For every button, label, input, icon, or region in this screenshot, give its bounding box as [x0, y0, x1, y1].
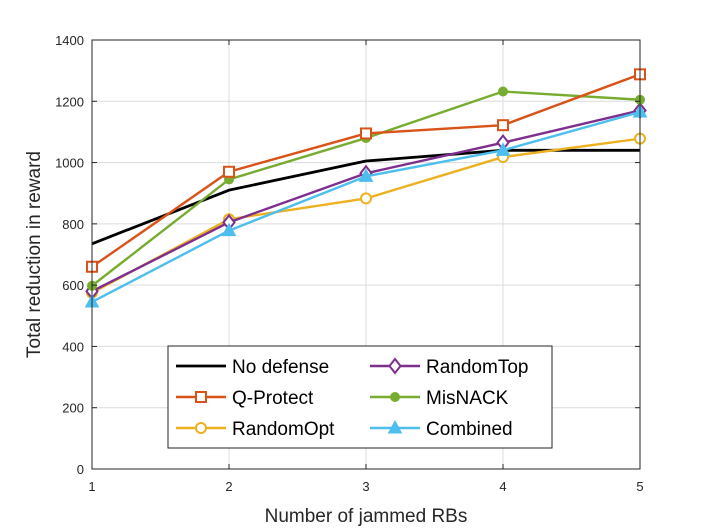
y-tick-label: 800	[62, 217, 84, 232]
axis-ticks: 0 200 400 600 800 1000 1200 1400 1 2 3 4 5	[55, 33, 644, 494]
legend-label: RandomTop	[426, 357, 528, 378]
legend-entry-q-protect: Q-Protect	[176, 388, 314, 409]
legend-entry-randomopt: RandomOpt	[176, 419, 335, 440]
x-tick-label: 1	[88, 479, 95, 494]
legend-swatch-marker	[195, 391, 207, 403]
legend-label: MisNACK	[426, 388, 509, 409]
y-tick-label: 200	[62, 401, 84, 416]
legend-label: RandomOpt	[232, 419, 335, 440]
x-tick-label: 3	[362, 479, 369, 494]
legend-entry-misnack: MisNACK	[370, 388, 509, 409]
series-layer	[84, 68, 648, 308]
y-tick-label: 1400	[55, 33, 84, 48]
legend: No defense RandomTop Q-Protect MisNACK Rando…	[167, 345, 553, 449]
legend-entry-randomtop: RandomTop	[370, 357, 528, 378]
legend-label: No defense	[232, 357, 329, 378]
data-point-q-protect	[497, 119, 509, 132]
data-point-combined	[358, 168, 374, 182]
y-tick-label: 1000	[55, 156, 84, 171]
x-tick-label: 4	[499, 479, 506, 494]
x-tick-label: 2	[225, 479, 232, 494]
data-point-q-protect	[223, 165, 235, 178]
y-tick-label: 400	[62, 339, 84, 354]
data-point-randomopt	[360, 192, 372, 205]
data-point-q-protect	[360, 127, 372, 140]
legend-label: Q-Protect	[232, 388, 314, 409]
legend-swatch-marker	[390, 392, 400, 402]
data-point-misnack	[498, 86, 508, 97]
data-point-combined	[221, 222, 237, 237]
legend-swatch-marker	[195, 422, 207, 434]
legend-swatch-marker	[387, 419, 403, 434]
x-tick-label: 5	[636, 479, 643, 494]
legend-box	[167, 345, 553, 449]
legend-label: Combined	[426, 419, 513, 440]
y-tick-label: 600	[62, 278, 84, 293]
legend-swatch-marker	[388, 357, 402, 375]
y-tick-label: 1200	[55, 94, 84, 109]
y-tick-label: 0	[77, 462, 84, 477]
x-axis-label: Number of jammed RBs	[265, 506, 468, 527]
data-point-combined	[495, 142, 511, 156]
legend-entry-combined: Combined	[370, 419, 513, 440]
y-axis-label: Total reduction in reward	[24, 151, 45, 358]
legend-entry-no-defense: No defense	[176, 357, 329, 378]
